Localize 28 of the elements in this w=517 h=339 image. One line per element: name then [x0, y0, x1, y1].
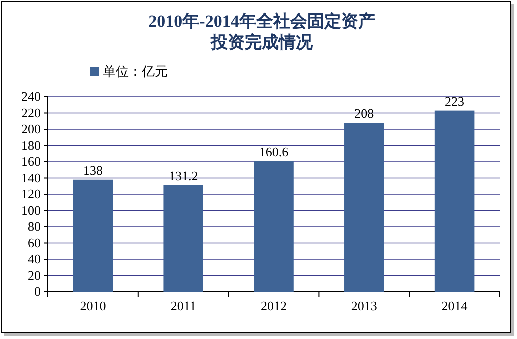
bar: [164, 185, 204, 292]
bar: [434, 110, 475, 292]
y-tick-label: 200: [22, 122, 41, 137]
x-tick-label: 2012: [261, 298, 287, 314]
data-label: 223: [445, 94, 465, 109]
x-tick-label: 2014: [442, 298, 468, 314]
legend-label: 单位：亿元: [103, 64, 168, 79]
y-tick-label: 20: [28, 268, 41, 283]
y-tick-label: 140: [22, 170, 41, 186]
y-tick-label: 160: [22, 154, 41, 170]
bar: [344, 123, 384, 292]
y-tick-label: 100: [22, 202, 41, 218]
chart-title: 2010年-2014年全社会固定资产投资完成情况: [148, 12, 376, 52]
data-label: 138: [83, 162, 103, 178]
y-tick-label: 220: [22, 105, 41, 120]
x-tick-label: 2011: [170, 298, 196, 314]
bar: [73, 180, 114, 292]
y-tick-label: 40: [28, 252, 41, 267]
y-tick-label: 240: [22, 89, 41, 104]
y-tick-label: 180: [22, 138, 41, 153]
y-tick-label: 80: [28, 219, 41, 234]
x-tick-label: 2013: [351, 298, 378, 314]
y-tick-label: 120: [22, 186, 41, 202]
bar: [254, 162, 294, 292]
x-tick-label: 2010: [80, 298, 106, 314]
data-label: 160.6: [259, 144, 290, 160]
y-tick-label: 0: [34, 284, 41, 300]
y-tick-label: 60: [28, 235, 41, 250]
